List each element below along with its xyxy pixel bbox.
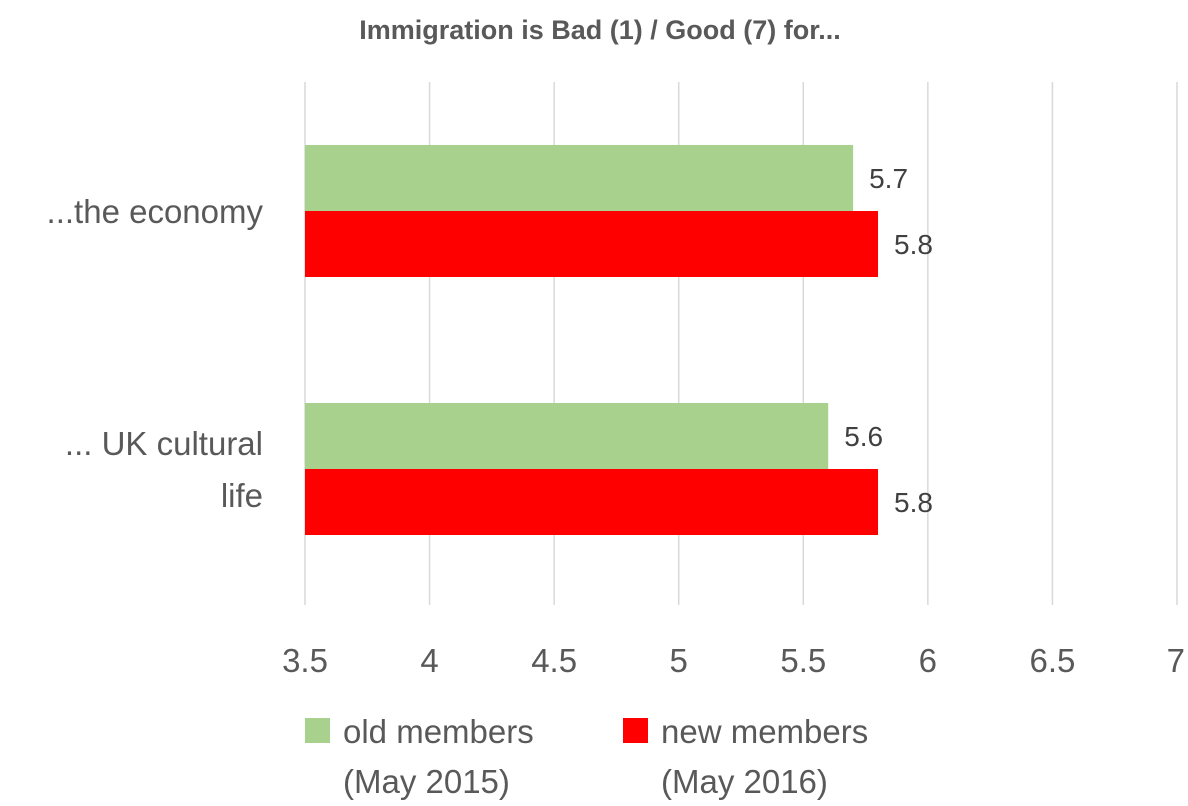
x-tick-label: 5.5 [780, 642, 826, 679]
legend-label: old members [343, 713, 534, 750]
legend-swatch-new-members [623, 718, 648, 743]
category-label: ... UK cultural [65, 425, 263, 462]
x-tick-label: 5 [670, 642, 688, 679]
legend-label: new members [661, 713, 868, 750]
x-tick-label: 4 [420, 642, 438, 679]
legend-label: (May 2015) [343, 763, 510, 800]
x-tick-label: 7 [1167, 642, 1185, 679]
bar-new-members-1 [305, 469, 879, 535]
x-tick-label: 4.5 [531, 642, 577, 679]
category-label: life [221, 477, 263, 514]
legend-swatch-old-members [305, 718, 330, 743]
bar-old-members-0 [305, 145, 854, 211]
bar-old-members-1 [305, 403, 829, 469]
legend: old members (May 2015) new members (May 201… [305, 713, 868, 800]
x-tick-label: 3.5 [282, 642, 328, 679]
chart-title: Immigration is Bad (1) / Good (7) for... [359, 15, 841, 45]
x-axis-tick-labels: 3.5 4 4.5 5 5.5 6 6.5 7 [282, 642, 1185, 679]
data-label: 5.8 [894, 487, 933, 518]
category-labels: ...the economy ... UK cultural life [47, 193, 264, 514]
x-tick-label: 6 [919, 642, 937, 679]
category-label: ...the economy [47, 193, 264, 230]
legend-label: (May 2016) [661, 763, 828, 800]
data-labels: 5.7 5.8 5.6 5.8 [844, 163, 933, 518]
data-label: 5.6 [844, 421, 883, 452]
bars [305, 145, 879, 535]
bar-new-members-0 [305, 211, 879, 277]
data-label: 5.8 [894, 229, 933, 260]
data-label: 5.7 [869, 163, 908, 194]
x-tick-label: 6.5 [1029, 642, 1075, 679]
